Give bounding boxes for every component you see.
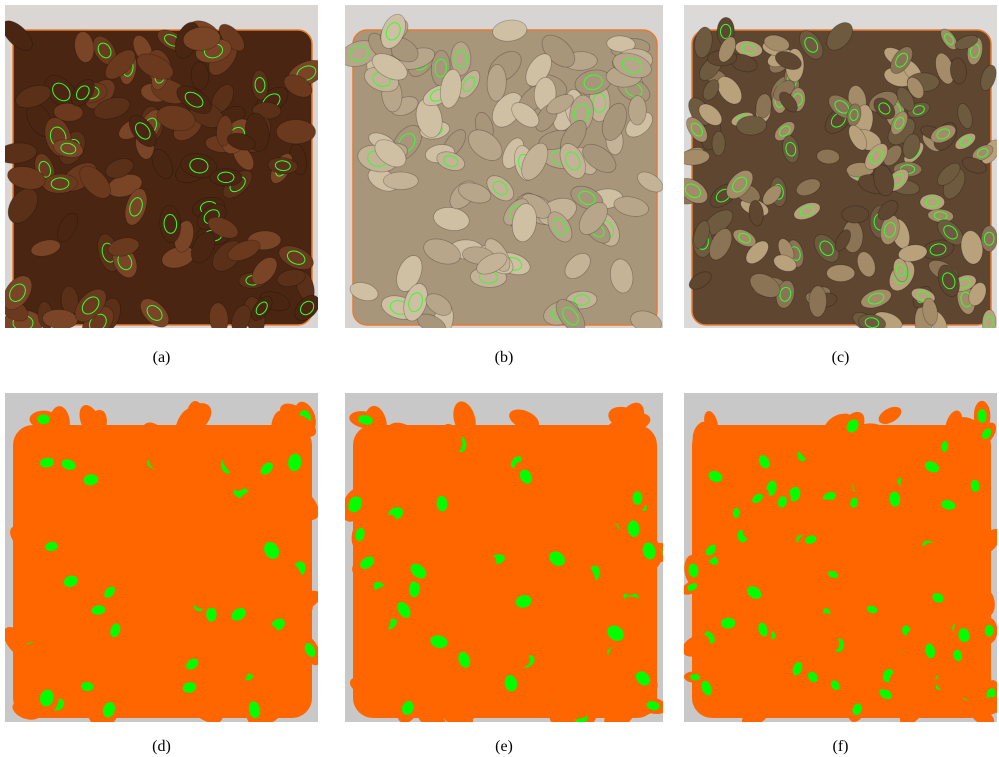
bean: [842, 206, 869, 223]
bean: [981, 226, 998, 252]
page: (a)(b)(c)(d)(e)(f) (() => { const data =…: [0, 0, 999, 757]
bean: [809, 286, 827, 318]
bean: [920, 194, 945, 210]
bean: [276, 120, 315, 144]
panel-caption: (b): [495, 349, 514, 366]
bean-mask: [49, 406, 70, 443]
image-panel: [674, 5, 999, 337]
image-panel: [336, 393, 673, 736]
image-panel: [337, 5, 666, 341]
figure: (a) (b) (c) (d) (e) (f): [0, 0, 999, 757]
panel-caption: (e): [495, 738, 513, 755]
image-panel: [0, 393, 325, 734]
image-panel: [0, 5, 329, 345]
bean: [628, 95, 646, 125]
panel-caption: (a): [153, 349, 171, 366]
bean: [209, 168, 242, 186]
bean: [383, 172, 418, 190]
panel-caption: (c): [832, 349, 850, 366]
panel-caption: (f): [833, 738, 849, 755]
bean: [712, 131, 725, 156]
bean: [827, 265, 855, 282]
image-panel: [678, 393, 999, 730]
defect-mask: [37, 414, 50, 424]
panel-caption: (d): [152, 738, 171, 755]
bean-mask: [280, 509, 300, 547]
